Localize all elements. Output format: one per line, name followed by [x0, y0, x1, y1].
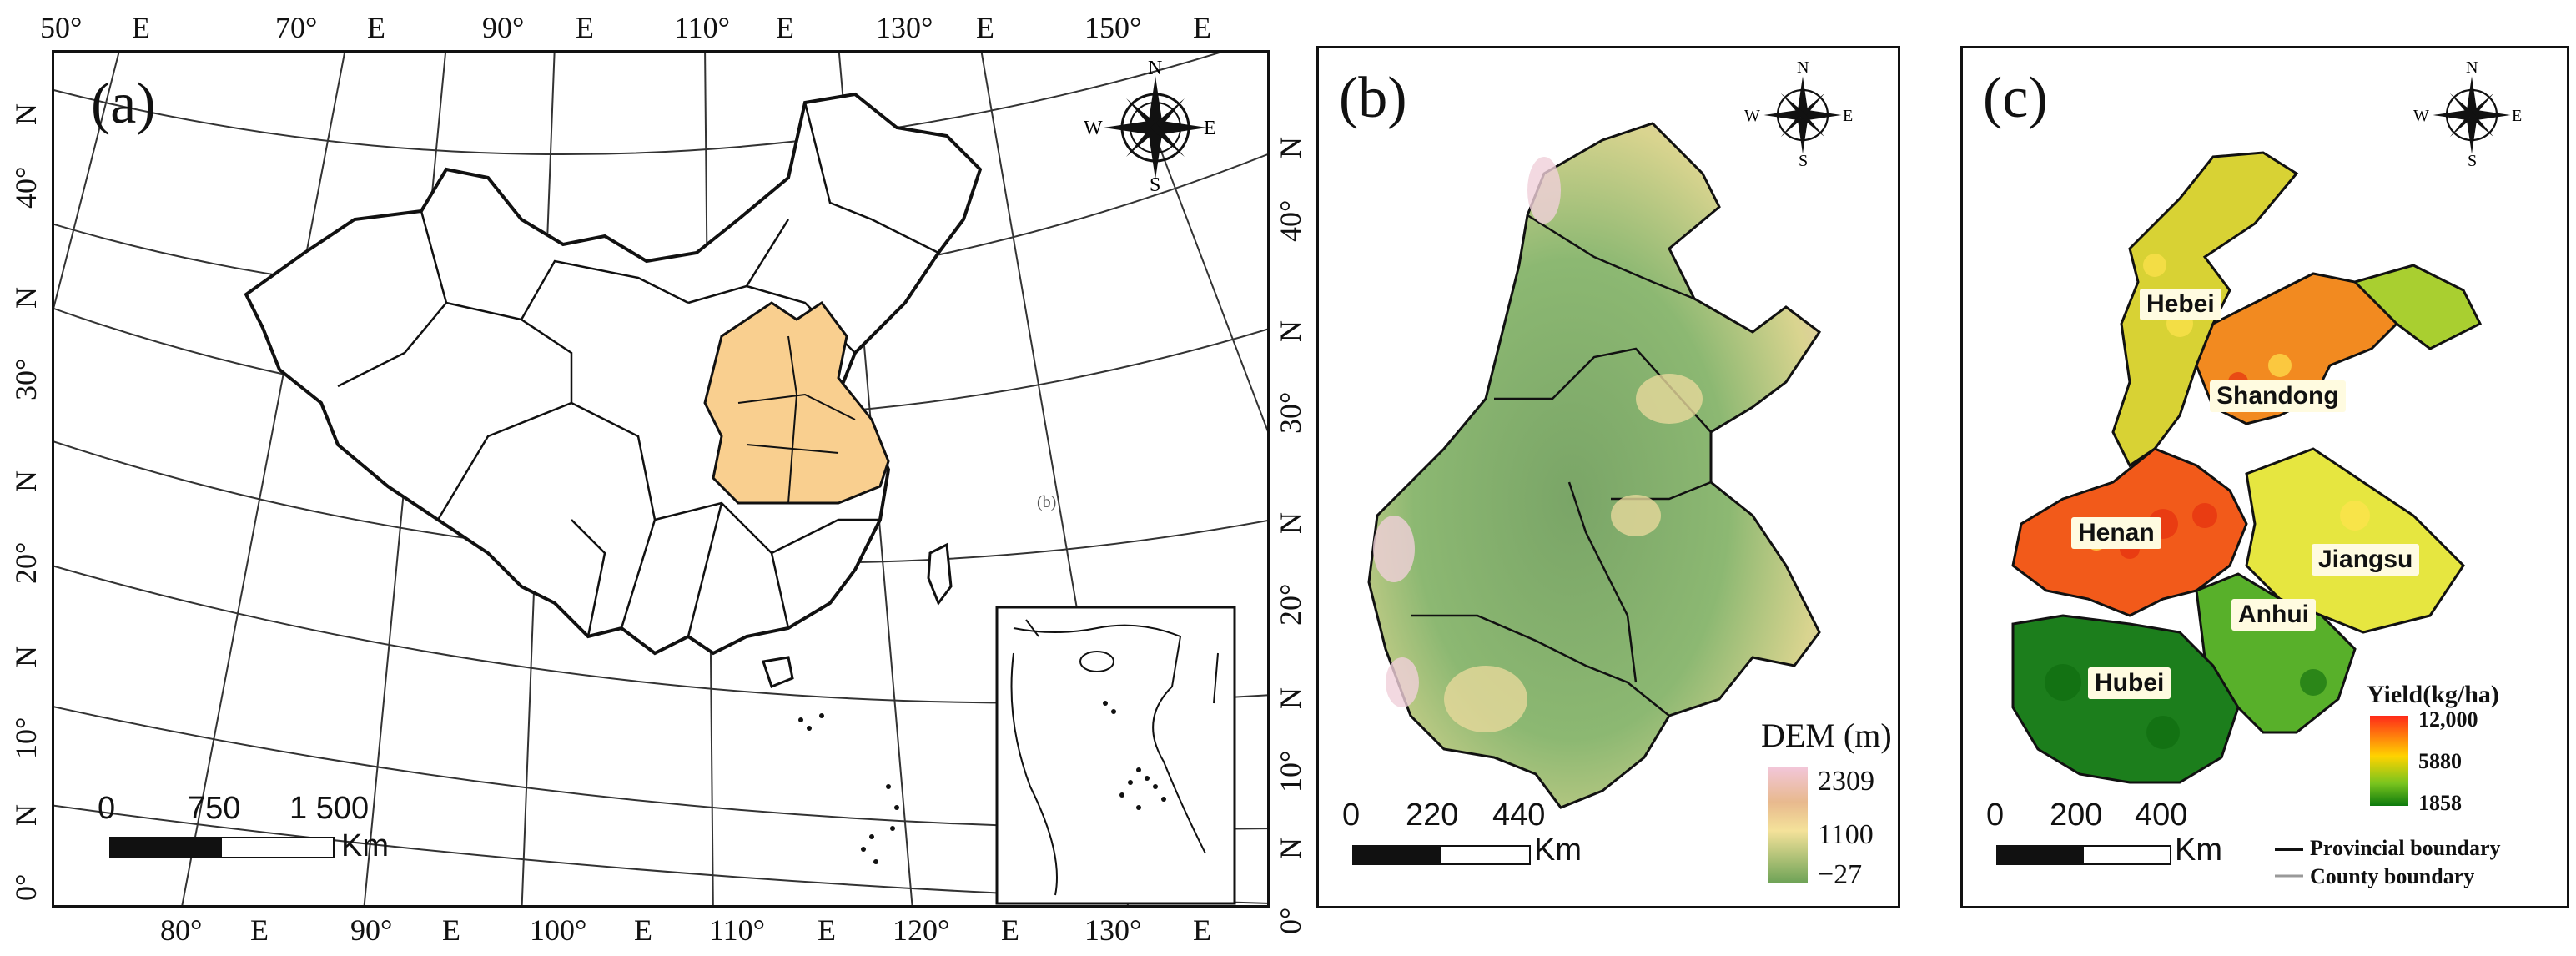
province-label-hubei: Hubei [2088, 667, 2171, 699]
scale-zero: 0 [98, 791, 116, 826]
dem-legend-title: DEM (m) [1761, 717, 1892, 754]
scale-bar [1352, 845, 1531, 865]
province-label-shandong: Shandong [2210, 380, 2346, 412]
yield-legend-min: 1858 [2418, 791, 2462, 815]
province-label-hebei: Hebei [2140, 289, 2221, 320]
dem-legend-bar [1768, 767, 1808, 883]
scale-zero: 0 [1342, 798, 1361, 833]
dem-legend-max: 2309 [1818, 766, 1874, 797]
county-boundary-label: County boundary [2310, 864, 2475, 888]
panel-c-label: (c) [1983, 66, 2048, 130]
dem-legend-mid: 1100 [1818, 819, 1874, 850]
provincial-boundary-label: Provincial boundary [2310, 836, 2501, 860]
dem-legend-min: −27 [1818, 859, 1863, 890]
scale-unit: Km [2175, 833, 2222, 868]
south-china-sea-inset [995, 606, 1236, 905]
graticule-and-china-outline [54, 53, 1267, 905]
scale-max: 440 [1492, 798, 1546, 833]
dem-map: (b) DEM (m) 2309 1100 −27 0 220 440 Km N… [1316, 46, 1900, 908]
china-outline [244, 92, 983, 656]
north-arrow-icon: N S E W [1744, 58, 1854, 170]
province-label-henan: Henan [2071, 517, 2161, 549]
china-location-map: (a) (b) 0 750 1 500 Km N S E W [52, 50, 1270, 908]
yield-choropleth [2011, 151, 2483, 878]
scale-max: 400 [2135, 798, 2188, 833]
scale-mid: 200 [2050, 798, 2103, 833]
scale-bar [109, 837, 335, 858]
yield-legend-mid: 5880 [2418, 749, 2462, 773]
scale-mid: 750 [188, 791, 241, 826]
north-arrow-icon: N S E W [2413, 58, 2523, 170]
scale-max: 1 500 [289, 791, 370, 826]
north-arrow-icon: N S E W [1084, 58, 1216, 196]
yield-legend-bar [2370, 716, 2408, 806]
yield-legend-max: 12,000 [2418, 707, 2478, 732]
scale-zero: 0 [1986, 798, 2005, 833]
yield-map: (c) Hebei Shandong Henan Jiangsu Anhui H… [1960, 46, 2569, 908]
scale-unit: Km [341, 828, 389, 863]
province-label-anhui: Anhui [2231, 599, 2316, 631]
scale-mid: 220 [1406, 798, 1459, 833]
panel-b-label: (b) [1339, 66, 1407, 130]
inset-pointer-label: (b) [1037, 493, 1057, 511]
panel-a-label: (a) [91, 72, 156, 136]
scale-unit: Km [1534, 833, 1582, 868]
province-label-jiangsu: Jiangsu [2312, 544, 2420, 576]
scale-bar [1996, 845, 2171, 865]
dem-terrain [1367, 122, 1822, 883]
yield-legend-title: Yield(kg/ha) [2367, 681, 2499, 708]
